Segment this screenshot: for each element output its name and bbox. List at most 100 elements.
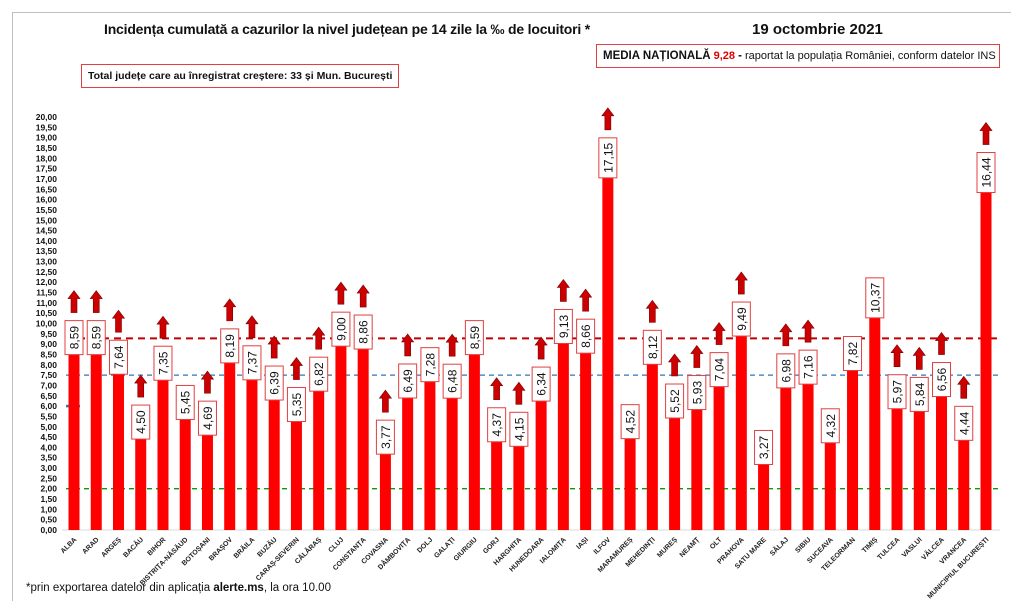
- value-label: 4,32: [820, 408, 840, 444]
- value-label: 5,45: [175, 384, 195, 420]
- up-arrow-icon: [223, 298, 237, 322]
- value-label-text: 5,52: [668, 389, 682, 413]
- y-tick-label: 5,00: [40, 422, 57, 432]
- value-label-box: [420, 347, 440, 383]
- bar: [913, 409, 925, 530]
- value-label-text: 4,69: [201, 406, 215, 430]
- value-label-text: 8,59: [90, 326, 104, 350]
- y-tick-label: 0,50: [40, 515, 57, 525]
- value-label: 8,19: [220, 328, 240, 364]
- value-label-box: [353, 314, 373, 350]
- x-tick-label: BRAȘOV: [208, 536, 234, 562]
- up-arrow-icon: [267, 335, 281, 359]
- chart-title: Incidența cumulată a cazurilor la nivel …: [104, 21, 591, 37]
- value-label-box: [754, 429, 774, 465]
- value-label-box: [331, 311, 351, 347]
- bar: [669, 416, 681, 530]
- value-label: 6,82: [309, 356, 329, 392]
- value-label-text: 5,93: [690, 381, 704, 405]
- value-label-box: [598, 137, 618, 179]
- up-arrow-icon: [334, 281, 348, 305]
- bar: [402, 395, 414, 530]
- value-label: 7,82: [843, 336, 863, 372]
- bar: [201, 433, 213, 530]
- bar: [758, 462, 770, 530]
- bar: [112, 372, 124, 530]
- value-label-text: 8,66: [579, 324, 593, 348]
- national-average-value: 9,28: [713, 50, 736, 62]
- value-label-box: [665, 383, 685, 419]
- x-tick-label: BIHOR: [146, 536, 167, 557]
- bar: [179, 417, 191, 530]
- footnote-suffix: , la ora 10.00: [263, 582, 331, 594]
- value-label: 16,44: [976, 152, 996, 194]
- x-tick-label: GIURGIU: [453, 536, 479, 562]
- value-label-box: [976, 152, 996, 194]
- up-arrow-icon: [912, 346, 926, 370]
- value-label: 5,97: [887, 374, 907, 410]
- value-label-box: [776, 353, 796, 389]
- bar: [157, 378, 169, 530]
- y-tick-label: 3,50: [40, 453, 57, 463]
- value-label-text: 4,15: [512, 417, 526, 441]
- value-label-text: 9,00: [334, 317, 348, 341]
- value-label-box: [576, 318, 596, 354]
- bar: [268, 398, 280, 530]
- value-label: 9,13: [553, 308, 573, 344]
- bar: [936, 394, 948, 530]
- value-label-text: 3,27: [757, 435, 771, 459]
- y-tick-label: 18,00: [36, 153, 58, 163]
- value-label-box: [509, 411, 529, 447]
- bar: [379, 452, 391, 530]
- value-label-box: [86, 320, 106, 356]
- y-tick-label: 6,50: [40, 391, 57, 401]
- y-tick-label: 12,50: [36, 267, 58, 277]
- value-label-text: 7,35: [156, 351, 170, 375]
- value-label: 8,86: [353, 314, 373, 350]
- bar: [557, 341, 569, 530]
- y-tick-label: 13,50: [36, 246, 58, 256]
- x-tick-label: CLUJ: [327, 536, 345, 554]
- y-tick-label: 14,50: [36, 226, 58, 236]
- bar: [290, 419, 302, 530]
- up-arrow-icon: [67, 290, 81, 313]
- value-label-box: [620, 404, 640, 440]
- value-label: 5,52: [665, 383, 685, 419]
- value-label-text: 6,48: [446, 369, 460, 393]
- value-label-box: [131, 404, 151, 440]
- y-tick-label: 16,50: [36, 184, 58, 194]
- y-tick-label: 12,00: [36, 277, 58, 287]
- y-tick-label: 20,00: [36, 112, 58, 122]
- up-arrow-icon: [979, 122, 993, 145]
- value-label: 8,12: [642, 329, 662, 365]
- up-arrow-icon: [890, 344, 904, 368]
- y-tick-label: 11,00: [36, 298, 57, 308]
- bar: [424, 379, 436, 530]
- y-tick-label: 9,50: [40, 329, 57, 339]
- value-label-text: 5,84: [913, 382, 927, 406]
- bar: [780, 385, 792, 530]
- bar: [580, 351, 592, 530]
- value-label-box: [375, 419, 395, 455]
- footnote: *prin exportarea datelor din aplicația a…: [26, 582, 331, 594]
- y-tick-label: 2,50: [40, 473, 57, 483]
- value-label-text: 5,97: [891, 380, 905, 404]
- y-tick-label: 7,50: [40, 370, 57, 380]
- y-tick-label: 13,00: [36, 257, 58, 267]
- up-arrow-icon: [378, 389, 393, 413]
- bar: [802, 382, 814, 530]
- x-tick-label: BACĂU: [121, 535, 145, 559]
- value-label: 6,39: [264, 365, 284, 401]
- bar: [224, 360, 236, 530]
- y-tick-label: 0,00: [40, 525, 57, 535]
- chart-date: 19 octombrie 2021: [752, 21, 883, 38]
- value-label: 7,28: [420, 347, 440, 383]
- x-tick-label: ARAD: [81, 536, 100, 555]
- y-tick-label: 19,00: [36, 133, 58, 143]
- x-tick-label: IAȘI: [575, 536, 590, 551]
- value-label-text: 4,52: [624, 410, 638, 434]
- value-label-text: 8,12: [646, 335, 660, 359]
- x-tick-label: MUREȘ: [656, 536, 679, 559]
- up-arrow-icon: [490, 377, 504, 401]
- value-label-box: [687, 375, 707, 411]
